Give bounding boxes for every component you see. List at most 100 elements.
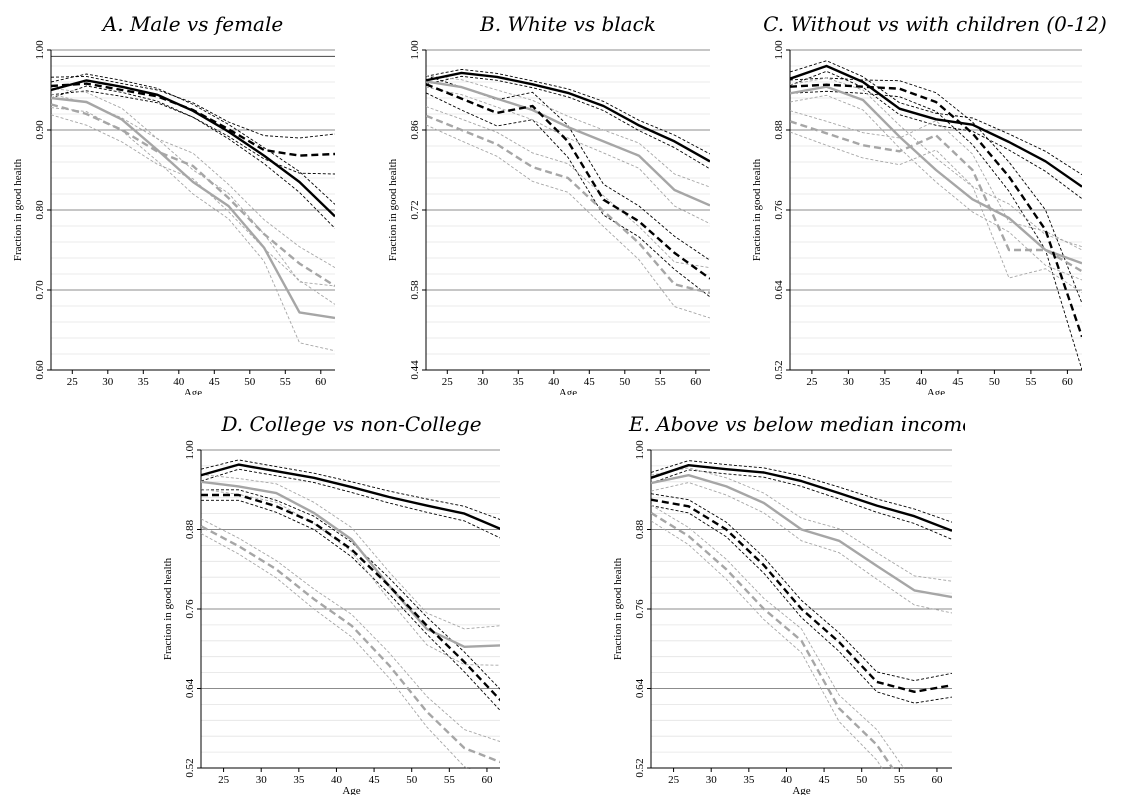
series-3-lower-band [790, 94, 1082, 281]
y-tick-label: 0.52 [773, 360, 785, 379]
chart-title: E. Above vs below median income [628, 412, 965, 436]
series-2-lower-band [790, 90, 1082, 371]
series-2-upper-band [51, 75, 335, 139]
series-4-upper-band [201, 518, 500, 743]
plot-area [426, 68, 710, 319]
series-3-lower-band [51, 107, 335, 352]
x-tick-label: 45 [369, 774, 381, 786]
x-tick-label: 45 [584, 376, 596, 388]
x-tick-label: 50 [989, 376, 1001, 388]
x-tick-label: 50 [406, 774, 418, 786]
x-tick-label: 30 [256, 774, 268, 786]
x-tick-label: 40 [781, 774, 793, 786]
series-1-upper-band [51, 73, 335, 205]
y-tick-label: 0.52 [184, 758, 196, 777]
y-tick-label: 0.52 [634, 758, 646, 777]
chart-d: D. College vs non-College 0.52 0.64 0.76 0.8… [162, 412, 500, 795]
series-2-line [651, 498, 952, 693]
x-tick-label: 25 [806, 376, 818, 388]
x-tick-label: 30 [102, 376, 114, 388]
y-tick-label: 0.76 [634, 599, 646, 619]
series-2-upper-band [790, 77, 1082, 304]
series-4-lower-band [201, 533, 471, 769]
series-4-line [651, 511, 895, 769]
series-4-line [51, 103, 335, 288]
y-tick-label: 1.00 [184, 440, 196, 460]
series-1-upper-band [201, 459, 500, 520]
y-tick-label: 0.58 [409, 280, 421, 300]
series-1-line [651, 464, 952, 532]
x-tick-label: 25 [668, 774, 680, 786]
x-tick-label: 50 [619, 376, 631, 388]
y-tick-label: 1.00 [34, 40, 46, 60]
series-3-upper-band [651, 467, 952, 582]
panel-b: B. White vs black 0.44 0.58 0.72 0.86 1.00 25 3… [380, 5, 725, 395]
x-tick-label: 60 [315, 376, 327, 388]
y-axis-label: Fraction in good health [612, 557, 624, 660]
panel-c: C. Without vs with children (0-12) 0.52 0.… [750, 5, 1107, 395]
series-3-upper-band [426, 75, 710, 188]
y-tick-label: 0.80 [34, 200, 46, 220]
series-1-lower-band [201, 468, 500, 539]
series-2-lower-band [426, 92, 710, 298]
series-4-line [790, 120, 1082, 273]
x-tick-label: 30 [843, 376, 855, 388]
y-tick-label: 0.88 [773, 120, 785, 140]
x-tick-label: 25 [218, 774, 230, 786]
x-tick-label: 35 [138, 376, 150, 388]
y-tick-label: 0.76 [184, 599, 196, 619]
x-tick-label: 30 [477, 376, 489, 388]
y-axis-label: Fraction in good health [162, 557, 174, 660]
y-tick-label: 1.00 [409, 40, 421, 60]
x-tick-label: 45 [209, 376, 221, 388]
chart-c: C. Without vs with children (0-12) 0.52 0.… [751, 12, 1107, 395]
series-2-line [51, 82, 335, 157]
x-tick-label: 40 [331, 774, 343, 786]
series-4-lower-band [790, 131, 1082, 294]
x-tick-label: 60 [1062, 376, 1074, 388]
y-tick-label: 0.60 [34, 360, 46, 380]
series-1-upper-band [651, 460, 952, 523]
x-tick-label: 60 [931, 774, 943, 786]
chart-title: A. Male vs female [101, 12, 283, 36]
chart-title: B. White vs black [479, 12, 656, 36]
y-tick-label: 1.00 [773, 40, 785, 60]
series-1-line [790, 64, 1082, 188]
y-tick-label: 0.90 [34, 120, 46, 140]
x-tick-label: 35 [743, 774, 755, 786]
y-axis-label: Fraction in good health [751, 158, 763, 261]
series-2-lower-band [201, 499, 500, 711]
series-3-upper-band [790, 77, 1082, 248]
y-tick-label: 0.86 [409, 120, 421, 140]
x-tick-label: 30 [706, 774, 718, 786]
x-tick-label: 55 [1025, 376, 1037, 388]
y-tick-label: 0.64 [773, 280, 785, 300]
chart-title: C. Without vs with children (0-12) [763, 12, 1107, 36]
y-tick-label: 0.72 [409, 200, 421, 219]
x-tick-label: 35 [879, 376, 891, 388]
series-2-line [201, 493, 500, 702]
y-tick-label: 0.88 [184, 519, 196, 539]
series-3-line [426, 80, 710, 207]
series-4-upper-band [426, 106, 710, 269]
series-1-lower-band [51, 85, 335, 229]
series-2-upper-band [201, 489, 500, 690]
panel-d: D. College vs non-College 0.52 0.64 0.76 0.8… [155, 405, 500, 795]
series-2-lower-band [651, 505, 952, 704]
series-3-lower-band [651, 482, 952, 614]
series-3-upper-band [201, 474, 500, 630]
chart-title: D. College vs non-College [220, 412, 481, 436]
x-tick-label: 45 [952, 376, 964, 388]
series-2-upper-band [651, 493, 952, 682]
y-axis-label: Fraction in good health [12, 158, 24, 261]
y-tick-label: 0.70 [34, 280, 46, 300]
chart-a: A. Male vs female 0.60 0.70 0.80 0.90 1.00 25 3… [12, 12, 335, 395]
series-1-line [51, 79, 335, 218]
y-tick-label: 0.76 [773, 200, 785, 220]
series-4-upper-band [51, 93, 335, 268]
series-4-lower-band [651, 520, 884, 769]
x-tick-label: 40 [173, 376, 185, 388]
x-tick-label: 25 [67, 376, 79, 388]
plot-area [651, 460, 952, 769]
series-1-upper-band [790, 60, 1082, 176]
